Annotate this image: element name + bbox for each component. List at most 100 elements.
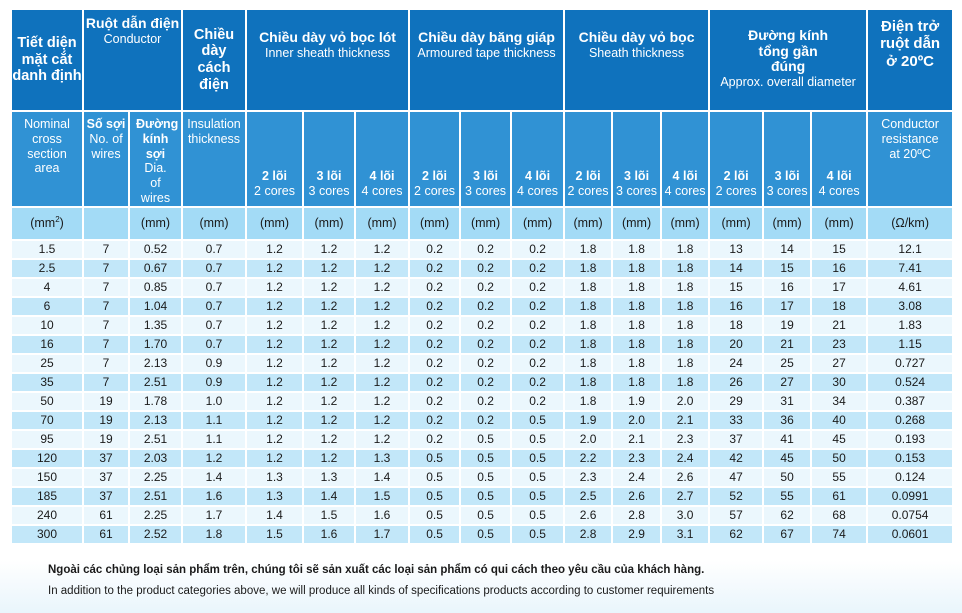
table-cell: 7 [82, 295, 130, 317]
header-armoured-tape: Chiều dày băng giáp Armoured tape thickn… [408, 8, 566, 112]
table-cell: 2.1 [660, 409, 711, 431]
table-cell: 50 [10, 390, 84, 412]
unit-mm: (mm) [708, 205, 765, 241]
table-cell: 1.8 [660, 238, 711, 260]
table-cell: 1.3 [354, 447, 411, 469]
table-cell: 7 [82, 333, 130, 355]
table-cell: 1.9 [563, 409, 614, 431]
table-cell: 47 [708, 466, 765, 488]
table-cell: 2.25 [127, 504, 184, 526]
table-cell: 0.5 [459, 466, 513, 488]
table-cell: 25 [10, 352, 84, 374]
table-cell: 0.9 [181, 371, 248, 393]
table-cell: 55 [810, 466, 869, 488]
table-cell: 3.1 [660, 523, 711, 545]
insulation-en-text: Insulation thickness [187, 117, 241, 146]
unit-mm: (mm) [660, 205, 711, 241]
table-cell: 0.2 [408, 257, 462, 279]
cores-en: 3 cores [308, 183, 350, 198]
table-cell: 0.2 [459, 238, 513, 260]
header-inner-3cores: 3 lõi 3 cores [302, 110, 357, 208]
table-row: 4 7 0.85 0.7 1.2 1.2 1.2 0.2 0.2 0.2 1.8 1.8 1.8 15 16… [10, 276, 955, 298]
cores-vi: 4 lõi [672, 169, 698, 183]
table-cell: 2.9 [611, 523, 663, 545]
header-diameter-en: Approx. overall diameter [720, 75, 856, 90]
table-cell: 0.5 [510, 428, 566, 450]
table-cell: 2.8 [563, 523, 614, 545]
cores-vi: 3 lõi [316, 169, 342, 183]
table-cell: 0.2 [510, 238, 566, 260]
table-cell: 1.8 [660, 352, 711, 374]
table-cell: 1.15 [866, 333, 955, 355]
table-cell: 0.5 [408, 523, 462, 545]
header-armour-2cores: 2 lõi 2 cores [408, 110, 462, 208]
table-cell: 2.03 [127, 447, 184, 469]
table-cell: 0.2 [510, 295, 566, 317]
table-cell: 2.4 [611, 466, 663, 488]
table-cell: 1.2 [354, 276, 411, 298]
table-row: 120 37 2.03 1.2 1.2 1.2 1.3 0.5 0.5 0.5 2.2 2.3 2.4 4… [10, 447, 955, 469]
table-cell: 29 [708, 390, 765, 412]
header-conductor: Ruột dẫn điện Conductor [81, 8, 184, 112]
table-cell: 1.8 [660, 333, 711, 355]
cores-en: 4 cores [517, 183, 559, 198]
header-cross-section-en: Nominal cross section area [10, 110, 84, 208]
header-inner-sheath-vi: Chiều dày vỏ bọc lót [259, 29, 396, 45]
cores-en: 2 cores [715, 183, 757, 198]
cores-en: 4 cores [361, 183, 403, 198]
table-cell: 20 [708, 333, 765, 355]
header-cross-section: Tiết diện mặt cắt danh định [10, 8, 84, 112]
table-cell: 1.0 [181, 390, 248, 412]
table-cell: 37 [82, 447, 130, 469]
table-cell: 1.2 [245, 314, 305, 336]
header-conductor-en: Conductor [103, 31, 162, 46]
table-cell: 1.8 [181, 523, 248, 545]
cores-vi: 4 lõi [369, 169, 395, 183]
table-cell: 2.8 [611, 504, 663, 526]
table-cell: 6 [10, 295, 84, 317]
table-cell: 0.7 [181, 238, 248, 260]
table-cell: 1.4 [181, 466, 248, 488]
table-cell: 1.8 [660, 371, 711, 393]
header-wires-en: No. of wires [89, 131, 123, 161]
header-sheath-en: Sheath thickness [588, 45, 685, 60]
table-cell: 17 [762, 295, 813, 317]
table-cell: 74 [810, 523, 869, 545]
header-insulation-en: Insulation thickness [181, 110, 248, 208]
table-cell: 1.8 [611, 295, 663, 317]
header-inner-4cores: 4 lõi 4 cores [354, 110, 411, 208]
table-cell: 1.2 [245, 390, 305, 412]
table-cell: 2.0 [611, 409, 663, 431]
table-cell: 23 [810, 333, 869, 355]
table-cell: 50 [810, 447, 869, 469]
table-cell: 34 [810, 390, 869, 412]
table-cell: 13 [708, 238, 765, 260]
table-cell: 27 [762, 371, 813, 393]
table-cell: 2.1 [611, 428, 663, 450]
table-cell: 1.8 [611, 314, 663, 336]
table-cell: 31 [762, 390, 813, 412]
table-row: 6 7 1.04 0.7 1.2 1.2 1.2 0.2 0.2 0.2 1.8 1.8 1.8 16 17… [10, 295, 955, 317]
table-cell: 15 [762, 257, 813, 279]
header-diameter-2cores: 2 lõi 2 cores [708, 110, 765, 208]
table-cell: 1.7 [354, 523, 411, 545]
table-cell: 1.7 [181, 504, 248, 526]
cores-vi: 4 lõi [525, 169, 551, 183]
table-cell: 40 [810, 409, 869, 431]
table-cell: 1.2 [302, 390, 357, 412]
table-cell: 1.5 [302, 504, 357, 526]
table-cell: 1.6 [181, 485, 248, 507]
cable-spec-table: Tiết diện mặt cắt danh định Ruột dẫn điệ… [10, 8, 955, 545]
table-cell: 2.6 [611, 485, 663, 507]
table-cell: 0.2 [408, 276, 462, 298]
table-cell: 19 [762, 314, 813, 336]
table-cell: 0.5 [459, 447, 513, 469]
table-cell: 0.2 [459, 409, 513, 431]
table-row: 185 37 2.51 1.6 1.3 1.4 1.5 0.5 0.5 0.5 2.5 2.6 2.7 5… [10, 485, 955, 507]
table-cell: 2.3 [611, 447, 663, 469]
table-cell: 1.2 [302, 409, 357, 431]
table-cell: 68 [810, 504, 869, 526]
table-cell: 0.7 [181, 276, 248, 298]
table-cell: 1.2 [354, 257, 411, 279]
table-cell: 1.2 [245, 257, 305, 279]
